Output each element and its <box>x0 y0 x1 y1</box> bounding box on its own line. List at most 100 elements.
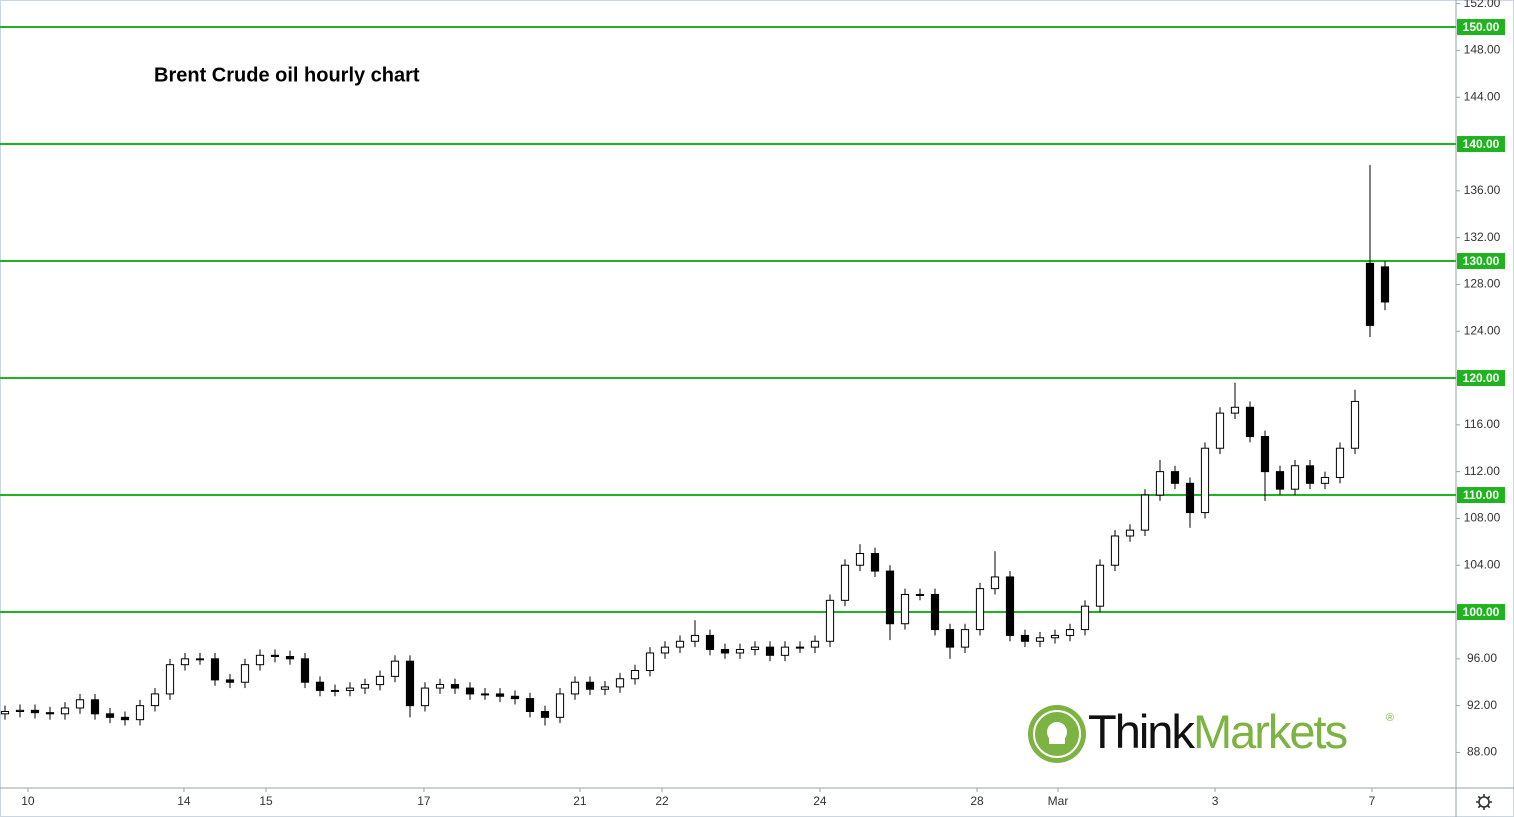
candle-body <box>1260 436 1270 473</box>
candle-body <box>885 570 895 625</box>
candle-body <box>1320 476 1330 484</box>
candle-body <box>600 686 610 690</box>
gear-teeth[interactable] <box>1476 794 1492 810</box>
candle-body <box>1020 634 1030 642</box>
candle-body <box>780 646 790 656</box>
candle-body <box>810 640 820 648</box>
candle-body <box>1140 494 1150 531</box>
candle-body <box>750 646 760 650</box>
candle-body <box>270 654 280 657</box>
logo-first: Think <box>1088 705 1195 758</box>
candle-body <box>1005 576 1015 636</box>
y-tick-label: 108.00 <box>1464 511 1501 525</box>
candle-body <box>1275 471 1285 490</box>
candle-body <box>1155 471 1165 496</box>
candle-body <box>1200 447 1210 514</box>
logo-bulb <box>1047 722 1067 744</box>
plot-area <box>0 26 1456 726</box>
chart-title: Brent Crude oil hourly chart <box>154 64 420 86</box>
candle-body <box>1305 465 1315 484</box>
x-tick-label: 14 <box>177 794 191 808</box>
y-tick-label: 132.00 <box>1464 230 1501 244</box>
candle-body <box>210 658 220 681</box>
candle-body <box>1290 465 1300 490</box>
candle-body <box>735 648 745 654</box>
logo-text: ThinkMarkets <box>1088 705 1347 758</box>
candle-body <box>540 710 550 718</box>
x-tick-label: 22 <box>655 794 669 808</box>
y-tick-label: 116.00 <box>1464 417 1500 431</box>
y-tick-label: 148.00 <box>1464 43 1501 57</box>
candle-body <box>615 678 625 688</box>
candle-body <box>30 709 40 714</box>
candle-body <box>315 681 325 691</box>
candle-body <box>915 593 925 596</box>
candle-body <box>225 679 235 683</box>
candle-body <box>90 699 100 715</box>
candle-body <box>435 684 445 689</box>
candle-body <box>825 599 835 642</box>
candle-body <box>855 553 865 566</box>
candle-body <box>240 664 250 683</box>
candle-body <box>1110 535 1120 566</box>
candle-body <box>495 693 505 697</box>
candle-body <box>660 646 670 654</box>
y-tick-label: 152.00 <box>1464 0 1501 10</box>
candle-body <box>645 652 655 672</box>
candle-body <box>720 648 730 654</box>
candle-body <box>450 684 460 689</box>
candle-body <box>345 687 355 691</box>
candle-body <box>15 709 25 712</box>
candle-body <box>1170 471 1180 484</box>
candle-body <box>195 658 205 661</box>
x-tick-label: Mar <box>1048 794 1069 808</box>
level-label: 150.00 <box>1463 20 1500 34</box>
x-tick-label: 28 <box>970 794 984 808</box>
candle-body <box>405 660 415 707</box>
level-label: 120.00 <box>1463 371 1500 385</box>
candle-body <box>1350 400 1360 449</box>
settings-button[interactable] <box>1476 794 1492 810</box>
candle-body <box>945 629 955 648</box>
candle-body <box>300 658 310 683</box>
y-tick-label: 128.00 <box>1464 277 1501 291</box>
candle-body <box>525 698 535 712</box>
candle-body <box>1095 564 1105 607</box>
y-tick-label: 144.00 <box>1464 89 1501 103</box>
candle-body <box>330 689 340 692</box>
candle-body <box>45 712 55 715</box>
candle-body <box>795 646 805 649</box>
x-tick-label: 24 <box>813 794 827 808</box>
y-tick-label: 92.00 <box>1467 698 1497 712</box>
level-label: 100.00 <box>1463 605 1500 619</box>
candle-body <box>360 684 370 689</box>
candle-body <box>390 660 400 677</box>
candle-body <box>150 693 160 707</box>
candle-body <box>105 713 115 718</box>
candle-body <box>870 553 880 572</box>
level-label-box <box>1457 487 1505 504</box>
candle-body <box>705 634 715 650</box>
candle-body <box>675 640 685 648</box>
candle-body <box>975 588 985 631</box>
candle-body <box>765 646 775 656</box>
candle-body <box>960 629 970 648</box>
candle-body <box>930 593 940 631</box>
candle-body <box>1125 529 1135 537</box>
y-tick-label: 88.00 <box>1467 745 1497 759</box>
x-tick-label: 3 <box>1212 794 1219 808</box>
candle-body <box>180 658 190 666</box>
x-tick-label: 15 <box>259 794 273 808</box>
level-label-box <box>1457 370 1505 387</box>
candle-body <box>285 655 295 660</box>
x-tick-label: 10 <box>21 794 35 808</box>
level-label-box <box>1457 19 1505 36</box>
level-label: 110.00 <box>1463 488 1499 502</box>
candle-body <box>510 695 520 700</box>
candle-body <box>1050 634 1060 639</box>
candle-body <box>465 687 475 695</box>
candle-body <box>165 664 175 695</box>
